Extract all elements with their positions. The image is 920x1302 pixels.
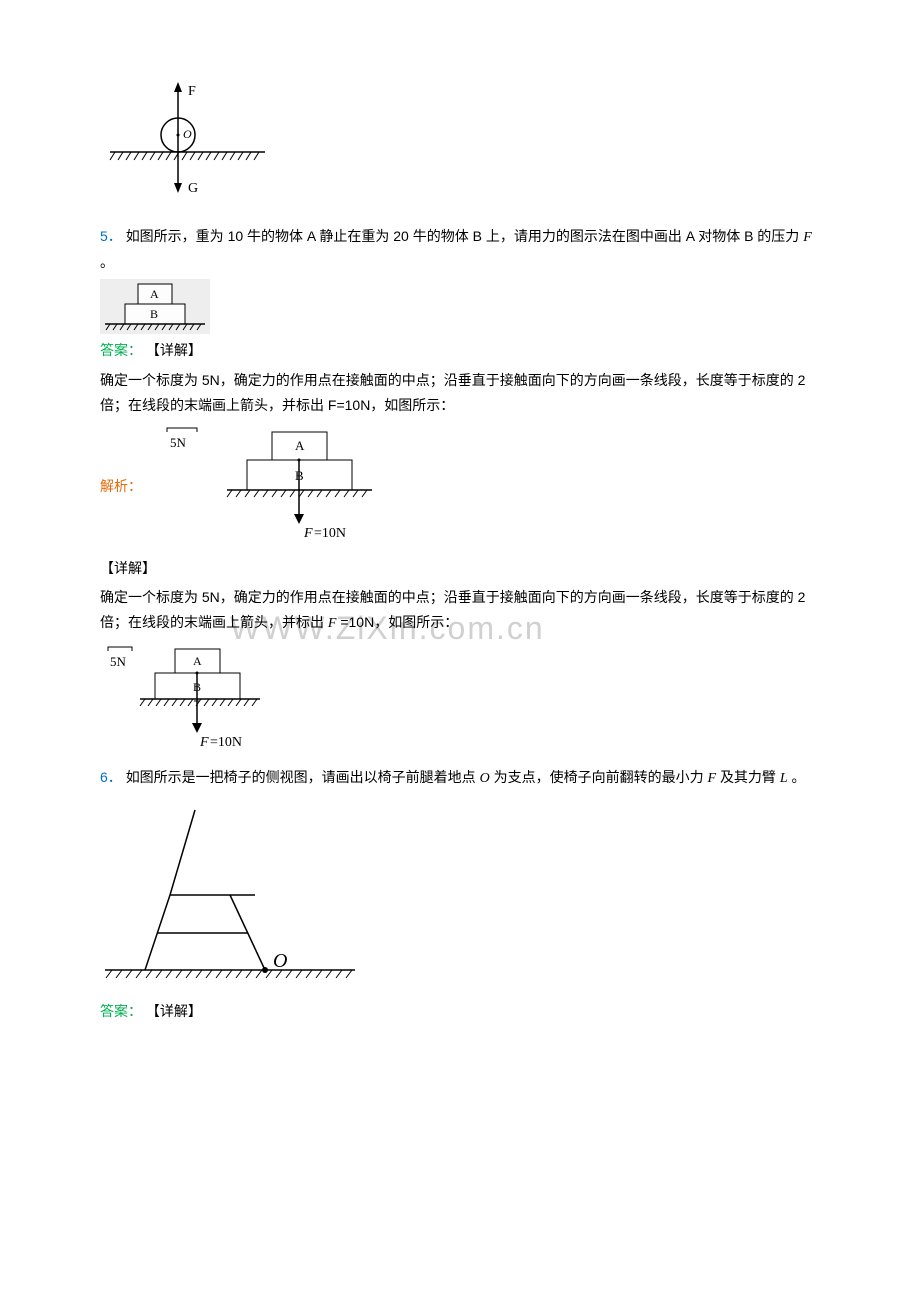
label-o: O: [183, 127, 192, 141]
svg-text:A: A: [193, 654, 202, 668]
figure-q5-setup: A B: [100, 279, 210, 334]
q6-o: O: [480, 771, 490, 786]
q5-text: 如图所示，重为 10 牛的物体 A 静止在重为 20 牛的物体 B 上，请用力的…: [126, 228, 800, 244]
q5-det-heading: 【详解】: [100, 556, 820, 581]
svg-text:=10N: =10N: [210, 735, 242, 750]
figure-q5-solution-2: 5N A B F =10N: [100, 641, 280, 761]
q5-answer-body: 确定一个标度为 5N，确定力的作用点在接触面的中点；沿垂直于接触面向下的方向画一…: [100, 368, 820, 418]
q5-scale-1: 5N: [170, 435, 187, 450]
q5-text-end: 。: [100, 254, 114, 270]
q5-box-a: A: [150, 287, 159, 301]
figure-q6-chair: O: [100, 795, 360, 995]
figure-q5-solution-1: 5N A B F =10N: [152, 422, 382, 552]
q6-l: L: [780, 771, 788, 786]
q6-answer-heading: 【详解】: [146, 1003, 202, 1019]
q6-text1: 如图所示是一把椅子的侧视图，请画出以椅子前腿着地点: [126, 769, 480, 785]
label-f: F: [188, 84, 196, 99]
q5-F-1: F: [303, 526, 313, 541]
label-g: G: [188, 181, 198, 196]
q5-Fv-1: =10N: [314, 526, 346, 541]
q5-det-body2: =10N，如图所示：: [340, 614, 458, 630]
q5-f-var: F: [803, 230, 812, 245]
q6-label-o: O: [273, 950, 287, 972]
svg-text:5N: 5N: [110, 654, 127, 669]
q6-number: 6．: [100, 769, 122, 785]
q5-box-b: B: [150, 307, 158, 321]
q6-text4: 。: [792, 769, 806, 785]
q5-number: 5．: [100, 228, 122, 244]
svg-text:F: F: [199, 735, 209, 750]
figure-ball-forces: F O G: [100, 80, 280, 220]
q6-f: F: [707, 771, 716, 786]
q5-answer-label: 答案：: [100, 342, 142, 358]
q5-answer-heading: 【详解】: [146, 342, 202, 358]
q6-text2: 为支点，使椅子向前翻转的最小力: [494, 769, 708, 785]
question-6: 6． 如图所示是一把椅子的侧视图，请画出以椅子前腿着地点 O 为支点，使椅子向前…: [100, 765, 820, 791]
q6-answer-label: 答案：: [100, 1003, 142, 1019]
q6-text3: 及其力臂: [720, 769, 780, 785]
q5-sol-label: 解析：: [100, 474, 142, 499]
question-5: 5． 如图所示，重为 10 牛的物体 A 静止在重为 20 牛的物体 B 上，请…: [100, 224, 820, 275]
q5-a-1: A: [295, 438, 305, 453]
q5-det-f: F: [328, 616, 337, 631]
